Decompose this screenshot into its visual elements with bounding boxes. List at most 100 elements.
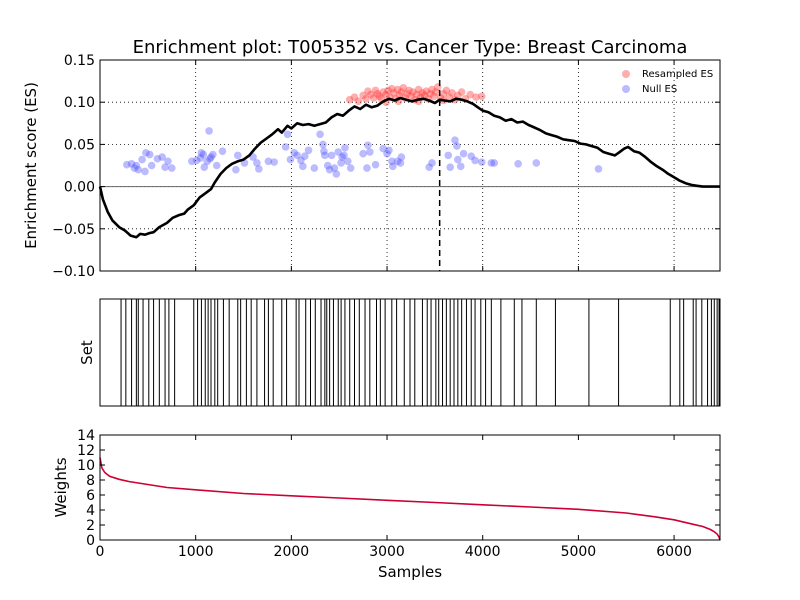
- null-es-point-37: [283, 130, 292, 139]
- null-es-point-73: [396, 159, 405, 167]
- null-es-point-57: [338, 153, 346, 161]
- es-ytick-label-2: 0.00: [64, 180, 95, 196]
- w-xtick-label-3: 3000: [369, 544, 405, 560]
- resampled-es-point-38: [430, 92, 438, 101]
- null-es-point-12: [161, 163, 169, 171]
- enrichment-legend: Resampled ES Null ES: [622, 69, 713, 95]
- null-es-point-54: [332, 170, 341, 178]
- null-es-point-91: [594, 165, 603, 173]
- resampled-es-point-29: [412, 90, 421, 99]
- null-es-point-46: [316, 130, 324, 139]
- null-es-point-56: [337, 159, 345, 167]
- null-es-point-80: [453, 142, 461, 150]
- resampled-es-point-34: [422, 87, 431, 96]
- null-es-point-75: [425, 163, 433, 171]
- resampled-es-point-2: [354, 97, 363, 106]
- resampled-es-point-9: [373, 89, 382, 98]
- enrichment-axes-frame: [99, 59, 721, 272]
- null-es-point-21: [203, 157, 211, 166]
- null-es-point-55: [334, 148, 343, 156]
- null-es-point-15: [188, 157, 196, 166]
- null-es-point-26: [212, 161, 221, 170]
- null-es-point-61: [346, 164, 355, 172]
- resampled-es-point-39: [432, 88, 440, 96]
- resampled-es-point-14: [384, 86, 392, 95]
- null-es-point-22: [205, 127, 213, 135]
- null-es-point-14: [167, 164, 176, 172]
- null-es-point-65: [366, 148, 374, 156]
- null-es-point-52: [327, 151, 336, 160]
- null-es-point-29: [233, 151, 242, 160]
- resampled-es-point-44: [445, 93, 454, 101]
- null-es-point-53: [330, 164, 339, 172]
- null-es-point-41: [297, 156, 305, 165]
- null-es-point-88: [490, 159, 498, 167]
- null-es-point-63: [363, 164, 371, 172]
- null-es-point-50: [323, 161, 332, 170]
- resampled-es-point-36: [426, 89, 434, 98]
- null-es-point-19: [199, 150, 208, 159]
- null-es-point-3: [132, 161, 141, 170]
- null-es-point-9: [147, 161, 156, 170]
- resampled-es-point-37: [428, 85, 436, 94]
- null-es-point-35: [270, 158, 278, 166]
- weights-line: [99, 457, 721, 541]
- null-es-point-20: [200, 163, 209, 171]
- w-ytick-label-0: 0: [86, 533, 95, 549]
- null-es-point-11: [158, 153, 166, 161]
- resampled-es-point-24: [403, 89, 411, 98]
- null-es-point-78: [446, 163, 454, 171]
- null-es-point-68: [383, 149, 391, 158]
- null-es-point-64: [364, 141, 372, 150]
- weights-axes-frame: [99, 434, 721, 541]
- es-ytick-label-1: −0.05: [52, 222, 95, 238]
- null-es-point-8: [145, 150, 154, 159]
- resampled-es-point-13: [382, 90, 390, 99]
- null-es-point-44: [304, 146, 313, 155]
- resampled-es-point-33: [420, 91, 429, 100]
- resampled-es-point-42: [439, 89, 448, 98]
- weights-x-axis-label: Samples: [378, 563, 442, 581]
- resampled-es-point-30: [414, 85, 423, 94]
- resampled-es-point-3: [359, 91, 367, 100]
- null-es-point-25: [209, 150, 217, 159]
- running-enrichment-score-line: [98, 96, 720, 239]
- null-es-point-89: [514, 160, 522, 168]
- enrichment-ticks: −0.10 −0.05 0.00 0.05 0.10 0.15: [52, 53, 720, 280]
- null-es-point-24: [207, 153, 215, 161]
- null-es-point-77: [444, 151, 453, 160]
- null-es-point-23: [206, 154, 214, 163]
- null-es-point-33: [255, 165, 263, 173]
- resampled-es-point-32: [418, 89, 427, 97]
- es-ytick-label-3: 0.05: [64, 137, 95, 153]
- enrichment-y-axis-label: Enrichment score (ES): [22, 82, 40, 249]
- null-es-point-16: [192, 156, 201, 165]
- resampled-es-point-0: [345, 95, 354, 104]
- w-ytick-label-1: 2: [86, 518, 95, 534]
- resampled-es-point-22: [399, 84, 408, 92]
- chart-title: Enrichment plot: T005352 vs. Cancer Type…: [133, 37, 688, 58]
- null-es-point-66: [371, 160, 380, 169]
- null-es-point-1: [127, 160, 136, 168]
- resampled-es-point-27: [409, 88, 417, 96]
- null-es-point-76: [428, 159, 436, 167]
- null-es-point-74: [397, 153, 406, 161]
- w-ytick-label-4: 8: [86, 473, 95, 489]
- null-es-point-90: [532, 159, 541, 167]
- resampled-es-point-21: [397, 88, 406, 96]
- resampled-es-point-12: [379, 88, 388, 96]
- null-es-point-17: [196, 154, 205, 162]
- w-ytick-label-5: 10: [77, 458, 95, 474]
- w-ytick-label-7: 14: [77, 428, 95, 444]
- resampled-es-point-1: [350, 93, 359, 101]
- w-xtick-label-1: 1000: [178, 544, 214, 560]
- resampled-es-point-19: [393, 85, 402, 94]
- null-es-point-43: [300, 152, 309, 161]
- es-ytick-label-5: 0.15: [64, 53, 95, 69]
- legend-label-resampled-es: Resampled ES: [642, 69, 713, 80]
- legend-marker-resampled-es: [622, 70, 630, 78]
- resampled-es-point-4: [362, 95, 370, 103]
- null-es-point-51: [325, 165, 334, 174]
